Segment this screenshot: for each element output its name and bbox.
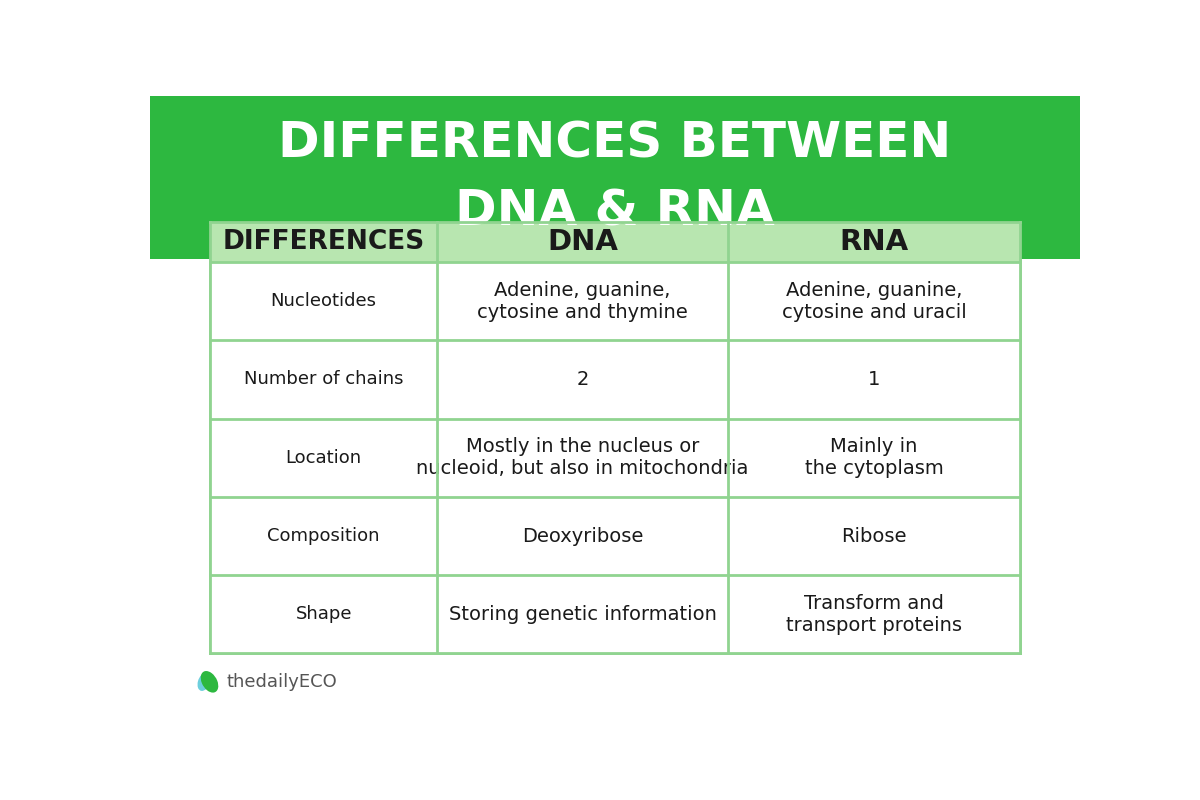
Text: DNA & RNA: DNA & RNA <box>455 187 775 235</box>
Text: 1: 1 <box>868 370 880 389</box>
Text: Adenine, guanine,
cytosine and thymine: Adenine, guanine, cytosine and thymine <box>478 281 688 322</box>
Text: DNA: DNA <box>547 228 618 256</box>
FancyBboxPatch shape <box>210 222 1020 654</box>
Text: RNA: RNA <box>839 228 908 256</box>
FancyBboxPatch shape <box>210 340 1020 418</box>
Text: Deoxyribose: Deoxyribose <box>522 526 643 546</box>
FancyBboxPatch shape <box>150 96 1080 259</box>
Ellipse shape <box>198 673 210 691</box>
Text: 2: 2 <box>576 370 589 389</box>
Text: Mostly in the nucleus or
nucleoid, but also in mitochondria: Mostly in the nucleus or nucleoid, but a… <box>416 438 749 478</box>
FancyBboxPatch shape <box>210 418 1020 497</box>
Ellipse shape <box>200 671 218 693</box>
FancyBboxPatch shape <box>210 497 1020 575</box>
Text: Location: Location <box>286 449 361 466</box>
Text: Ribose: Ribose <box>841 526 907 546</box>
Text: Transform and
transport proteins: Transform and transport proteins <box>786 594 962 635</box>
FancyBboxPatch shape <box>210 262 1020 340</box>
Text: Shape: Shape <box>295 606 352 623</box>
Text: Mainly in
the cytoplasm: Mainly in the cytoplasm <box>804 438 943 478</box>
Text: Composition: Composition <box>268 527 380 545</box>
FancyBboxPatch shape <box>210 222 1020 262</box>
Text: Adenine, guanine,
cytosine and uracil: Adenine, guanine, cytosine and uracil <box>781 281 966 322</box>
FancyBboxPatch shape <box>210 575 1020 654</box>
Text: thedailyECO: thedailyECO <box>227 673 337 691</box>
Text: Number of chains: Number of chains <box>244 370 403 389</box>
Text: Storing genetic information: Storing genetic information <box>449 605 716 624</box>
Text: DIFFERENCES BETWEEN: DIFFERENCES BETWEEN <box>278 120 952 168</box>
Text: Nucleotides: Nucleotides <box>271 292 377 310</box>
Text: DIFFERENCES: DIFFERENCES <box>222 229 425 255</box>
